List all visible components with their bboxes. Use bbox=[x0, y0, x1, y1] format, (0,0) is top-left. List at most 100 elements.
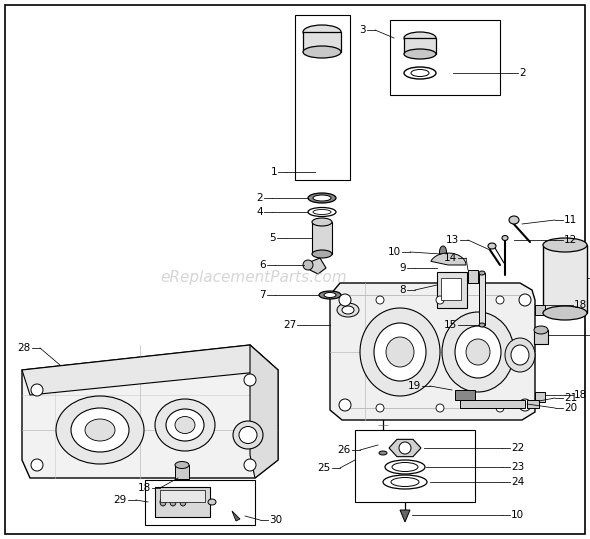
Circle shape bbox=[339, 294, 351, 306]
Bar bbox=[535, 305, 545, 315]
Text: 5: 5 bbox=[270, 233, 276, 243]
Text: 30: 30 bbox=[269, 515, 282, 525]
Ellipse shape bbox=[488, 243, 496, 249]
Ellipse shape bbox=[239, 426, 257, 444]
Text: 10: 10 bbox=[388, 247, 401, 257]
Ellipse shape bbox=[391, 478, 419, 487]
Ellipse shape bbox=[319, 291, 341, 299]
Text: 7: 7 bbox=[260, 290, 266, 300]
Ellipse shape bbox=[502, 236, 508, 240]
Text: 29: 29 bbox=[114, 495, 127, 505]
Bar bbox=[145, 480, 255, 525]
Ellipse shape bbox=[342, 306, 354, 314]
Ellipse shape bbox=[85, 419, 115, 441]
Ellipse shape bbox=[175, 417, 195, 433]
Ellipse shape bbox=[386, 337, 414, 367]
Circle shape bbox=[399, 442, 411, 454]
Text: 19: 19 bbox=[408, 381, 421, 391]
Text: 28: 28 bbox=[18, 343, 31, 353]
Ellipse shape bbox=[208, 499, 216, 505]
Ellipse shape bbox=[324, 293, 336, 298]
Circle shape bbox=[436, 296, 444, 304]
Ellipse shape bbox=[466, 339, 490, 365]
Ellipse shape bbox=[404, 49, 436, 59]
Circle shape bbox=[376, 296, 384, 304]
Ellipse shape bbox=[442, 312, 514, 392]
Ellipse shape bbox=[404, 67, 436, 79]
Ellipse shape bbox=[543, 238, 587, 252]
Ellipse shape bbox=[308, 208, 336, 217]
Text: eReplacementParts.com: eReplacementParts.com bbox=[160, 270, 347, 285]
Text: 3: 3 bbox=[359, 25, 366, 35]
Ellipse shape bbox=[404, 32, 436, 44]
Bar bbox=[295, 15, 350, 180]
Ellipse shape bbox=[312, 218, 332, 226]
Circle shape bbox=[244, 374, 256, 386]
Bar bbox=[527, 400, 539, 408]
Text: 4: 4 bbox=[257, 207, 263, 217]
Text: 1: 1 bbox=[270, 167, 277, 177]
Circle shape bbox=[376, 404, 384, 412]
Bar bbox=[535, 392, 545, 402]
Circle shape bbox=[519, 399, 531, 411]
Ellipse shape bbox=[312, 250, 332, 258]
Ellipse shape bbox=[233, 421, 263, 449]
Bar bbox=[543, 245, 587, 313]
Polygon shape bbox=[250, 345, 278, 478]
Text: 12: 12 bbox=[564, 235, 577, 245]
Circle shape bbox=[31, 459, 43, 471]
Ellipse shape bbox=[175, 461, 189, 468]
Bar bbox=[534, 330, 548, 344]
Text: 2: 2 bbox=[257, 193, 263, 203]
Ellipse shape bbox=[337, 303, 359, 317]
Ellipse shape bbox=[385, 460, 425, 474]
Ellipse shape bbox=[313, 210, 331, 215]
Text: 10: 10 bbox=[511, 510, 524, 520]
Polygon shape bbox=[431, 253, 466, 265]
Ellipse shape bbox=[543, 306, 587, 320]
Ellipse shape bbox=[479, 323, 485, 327]
Text: 25: 25 bbox=[318, 463, 331, 473]
Text: 27: 27 bbox=[283, 320, 296, 330]
Circle shape bbox=[339, 399, 351, 411]
Text: 8: 8 bbox=[399, 285, 406, 295]
Polygon shape bbox=[389, 439, 421, 457]
Bar bbox=[479, 273, 485, 325]
Ellipse shape bbox=[534, 326, 548, 334]
Text: 18: 18 bbox=[574, 300, 587, 310]
Polygon shape bbox=[468, 270, 478, 283]
Bar bbox=[312, 222, 332, 254]
Circle shape bbox=[31, 384, 43, 396]
Text: 13: 13 bbox=[446, 235, 459, 245]
Circle shape bbox=[496, 296, 504, 304]
Bar bbox=[175, 465, 189, 479]
Bar bbox=[404, 38, 436, 54]
Polygon shape bbox=[330, 283, 535, 420]
Circle shape bbox=[244, 459, 256, 471]
Text: 6: 6 bbox=[260, 260, 266, 270]
Polygon shape bbox=[400, 510, 410, 522]
Text: 26: 26 bbox=[337, 445, 351, 455]
Ellipse shape bbox=[383, 475, 427, 489]
Ellipse shape bbox=[155, 399, 215, 451]
Bar bbox=[455, 390, 475, 400]
Polygon shape bbox=[310, 258, 326, 274]
Ellipse shape bbox=[360, 308, 440, 396]
Ellipse shape bbox=[411, 70, 429, 77]
Bar bbox=[460, 400, 525, 408]
Bar bbox=[355, 430, 475, 502]
Ellipse shape bbox=[379, 451, 387, 455]
Circle shape bbox=[303, 260, 313, 270]
Bar bbox=[390, 20, 500, 95]
Text: 23: 23 bbox=[511, 462, 525, 472]
Text: 11: 11 bbox=[564, 215, 577, 225]
Ellipse shape bbox=[392, 462, 418, 472]
Ellipse shape bbox=[170, 498, 176, 506]
Text: 24: 24 bbox=[511, 477, 525, 487]
Circle shape bbox=[519, 294, 531, 306]
Ellipse shape bbox=[56, 396, 144, 464]
Ellipse shape bbox=[509, 216, 519, 224]
Bar bbox=[303, 32, 341, 52]
Ellipse shape bbox=[374, 323, 426, 381]
Text: 22: 22 bbox=[511, 443, 525, 453]
